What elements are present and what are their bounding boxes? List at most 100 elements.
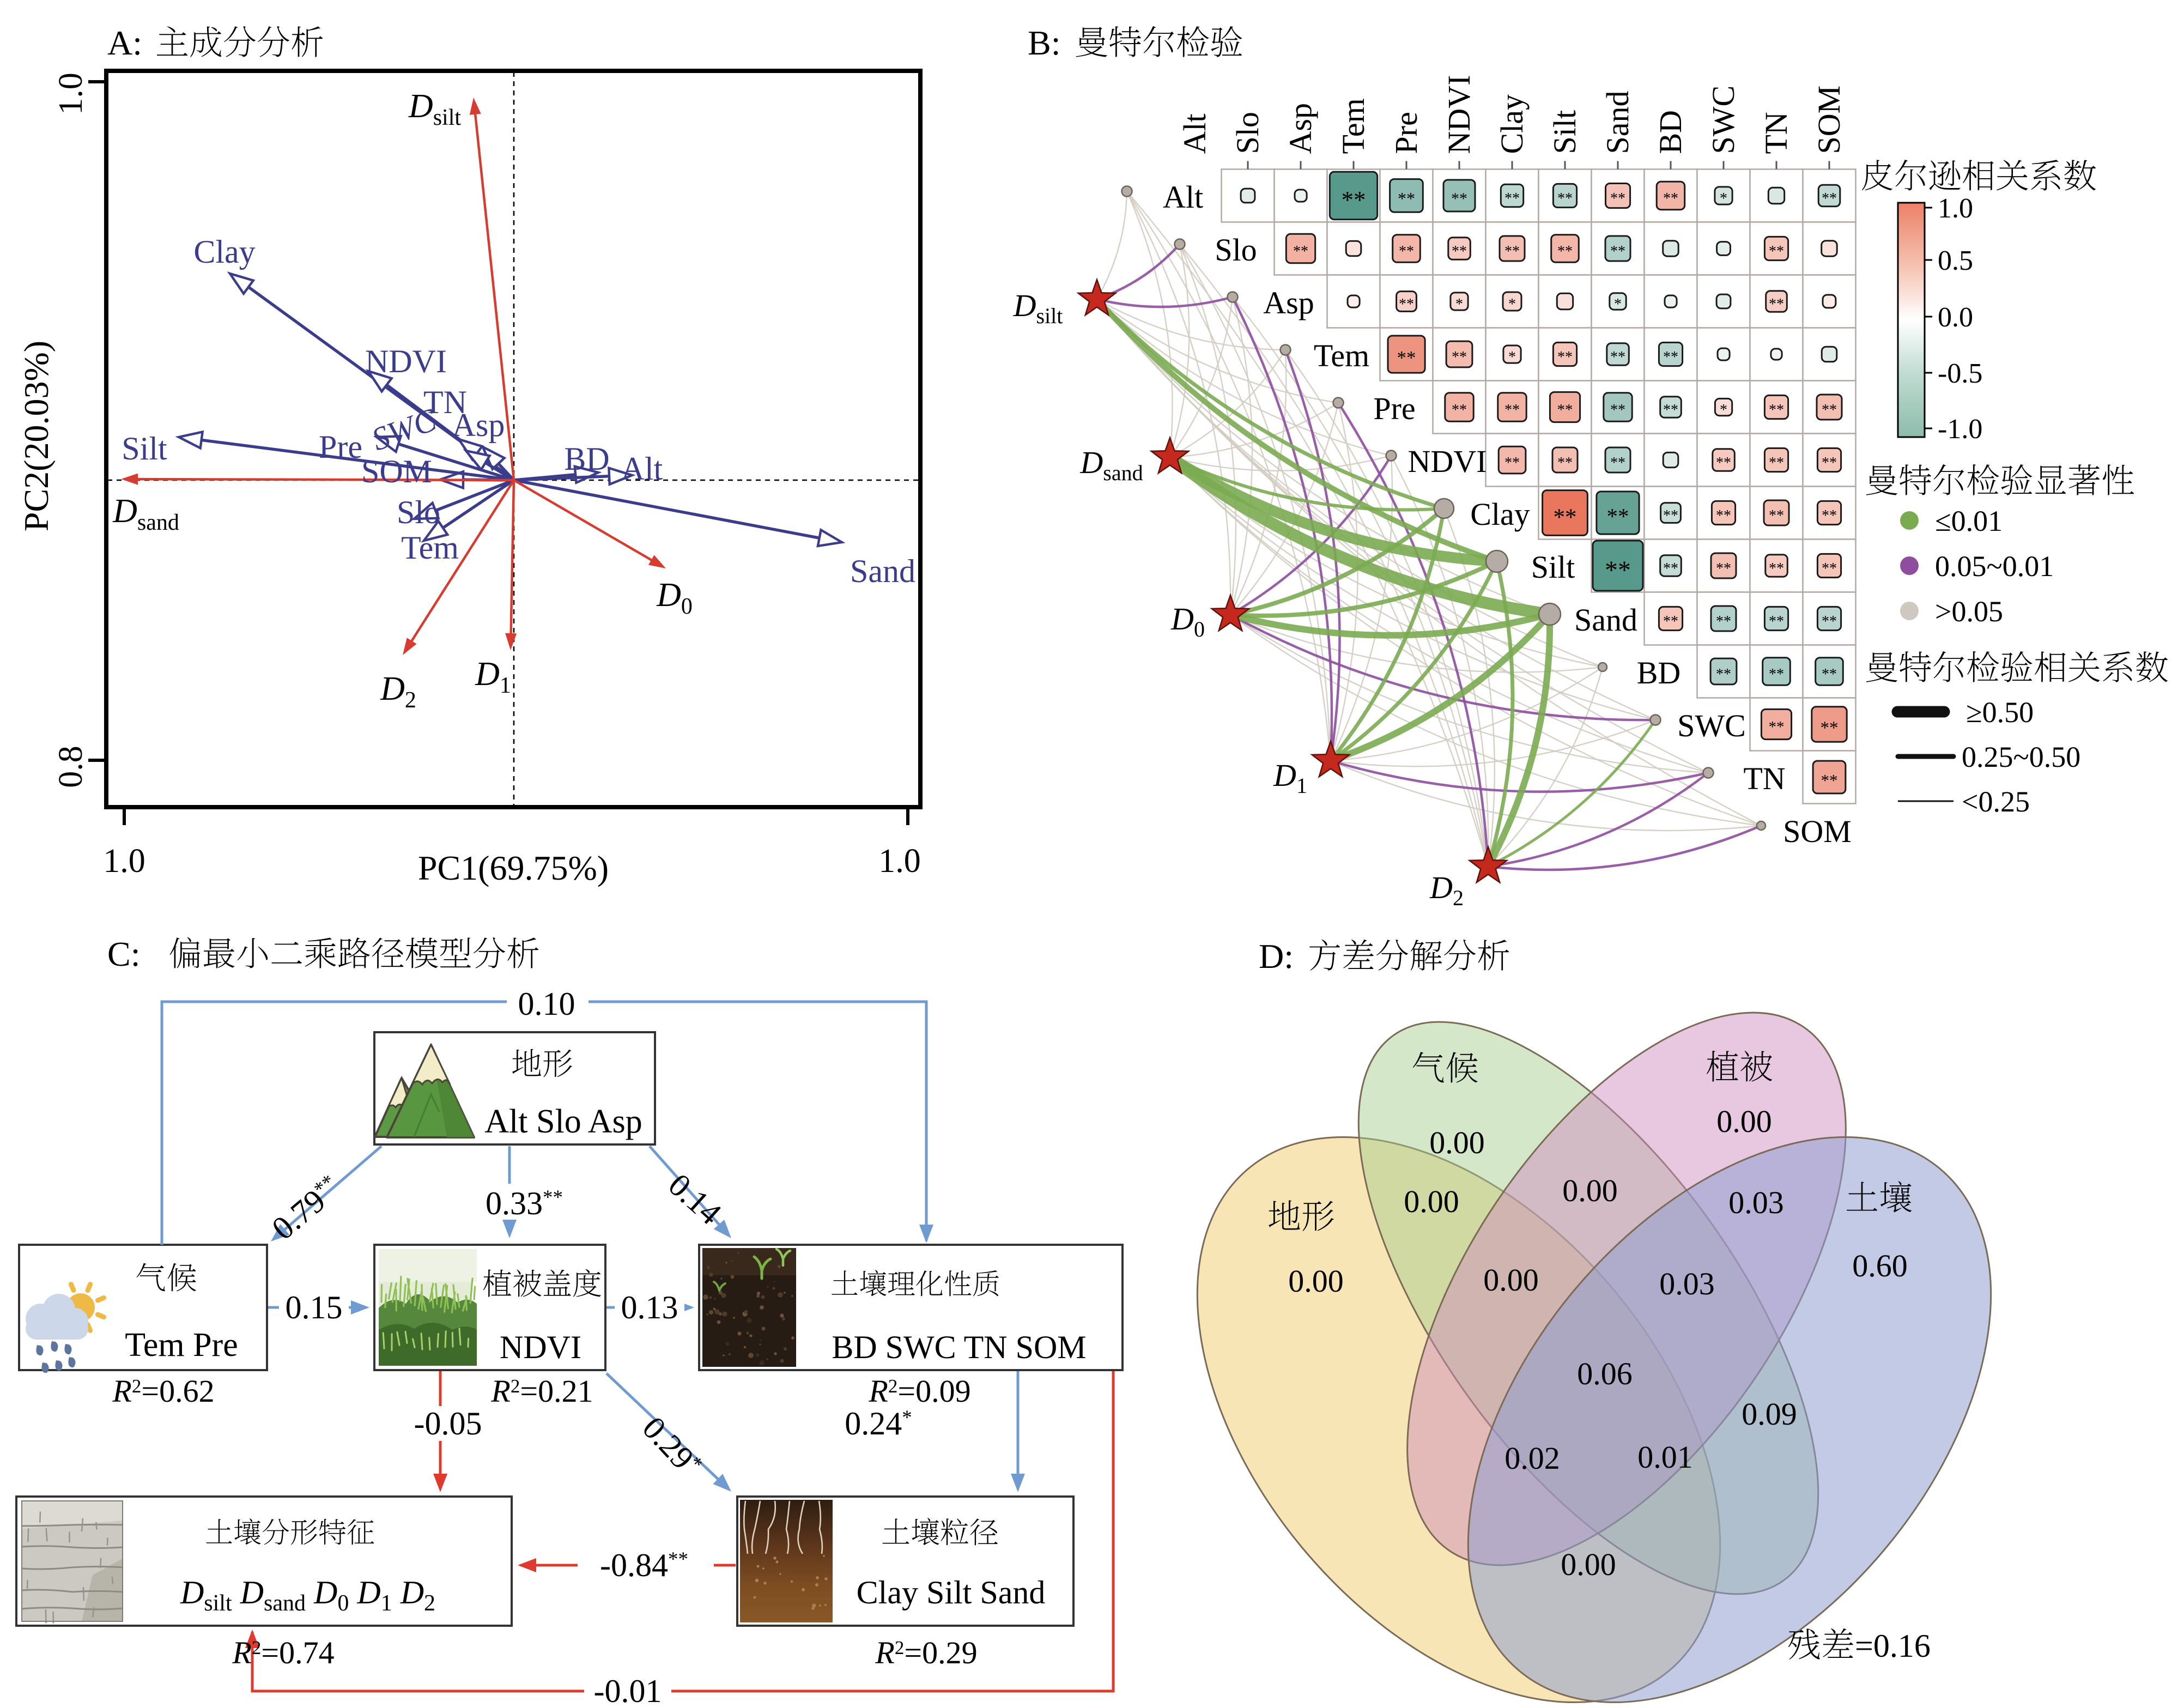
svg-text:*: * — [1455, 296, 1463, 313]
svg-text:**: ** — [1769, 243, 1784, 260]
svg-text:*: * — [1508, 349, 1516, 366]
svg-text:**: ** — [1557, 455, 1573, 471]
svg-text:**: ** — [1663, 613, 1678, 630]
svg-text:**: ** — [1557, 190, 1573, 207]
svg-text:-1.0: -1.0 — [1938, 414, 1982, 445]
svg-text:**: ** — [1716, 507, 1731, 524]
svg-text:Slo: Slo — [1215, 232, 1257, 268]
svg-text:Asp: Asp — [1283, 103, 1318, 154]
svg-text:Clay: Clay — [1470, 496, 1530, 532]
svg-text:D1: D1 — [1273, 758, 1307, 798]
svg-text:*: * — [1614, 296, 1622, 313]
svg-text:**: ** — [1607, 504, 1629, 529]
svg-text:**: ** — [1821, 718, 1839, 738]
svg-text:SOM: SOM — [1783, 814, 1852, 849]
svg-text:**: ** — [1716, 613, 1731, 630]
svg-text:R2=0.09: R2=0.09 — [868, 1373, 970, 1409]
svg-text:**: ** — [1293, 243, 1308, 260]
svg-text:Dsand: Dsand — [112, 493, 179, 535]
svg-text:**: ** — [1769, 666, 1784, 683]
svg-text:**: ** — [1769, 455, 1784, 471]
svg-text:≥0.50: ≥0.50 — [1966, 696, 2034, 729]
svg-text:**: ** — [1716, 455, 1731, 471]
svg-text:**: ** — [1610, 455, 1625, 471]
svg-text:Alt: Alt — [1177, 113, 1212, 154]
svg-text:0.00: 0.00 — [1404, 1184, 1459, 1219]
svg-text:0.15: 0.15 — [286, 1289, 343, 1325]
svg-text:0.60: 0.60 — [1852, 1248, 1908, 1283]
svg-text:Silt: Silt — [1547, 110, 1582, 154]
svg-text:**: ** — [1822, 613, 1837, 630]
svg-text:TN: TN — [423, 384, 467, 420]
svg-text:Tem: Tem — [401, 530, 459, 566]
svg-text:TN: TN — [1743, 761, 1785, 796]
svg-text:D2: D2 — [1429, 870, 1464, 910]
svg-text:**: ** — [1663, 402, 1678, 419]
svg-text:BD SWC TN SOM: BD SWC TN SOM — [832, 1329, 1086, 1365]
svg-text:**: ** — [1822, 190, 1837, 207]
svg-text:PC2(20.03%): PC2(20.03%) — [17, 341, 56, 531]
svg-text:**: ** — [1663, 560, 1678, 577]
svg-text:**: ** — [1504, 402, 1520, 419]
svg-text:Clay: Clay — [1494, 94, 1530, 154]
svg-text:0.00: 0.00 — [1483, 1262, 1539, 1298]
svg-text:0.10: 0.10 — [518, 986, 575, 1022]
svg-text:**: ** — [1822, 455, 1837, 471]
svg-text:D0: D0 — [656, 577, 693, 619]
svg-text:0.25~0.50: 0.25~0.50 — [1962, 741, 2080, 773]
svg-text:0.03: 0.03 — [1659, 1266, 1715, 1301]
svg-text:**: ** — [1769, 507, 1784, 524]
svg-text:*: * — [1720, 190, 1727, 207]
svg-text:**: ** — [1716, 666, 1731, 683]
svg-text:**: ** — [1663, 507, 1678, 524]
svg-text:Clay Silt Sand: Clay Silt Sand — [857, 1574, 1046, 1610]
svg-text:**: ** — [1398, 189, 1415, 208]
svg-text:0.24*: 0.24* — [845, 1406, 912, 1441]
svg-text:SOM: SOM — [361, 453, 432, 489]
svg-text:**: ** — [1554, 505, 1577, 530]
svg-text:Pre: Pre — [1373, 391, 1415, 426]
svg-text:PC1(69.75%): PC1(69.75%) — [418, 849, 609, 887]
svg-text:**: ** — [1557, 401, 1573, 419]
svg-text:Alt: Alt — [621, 451, 663, 487]
svg-text:0.09: 0.09 — [1742, 1396, 1797, 1432]
svg-text:**: ** — [1769, 613, 1784, 630]
svg-text:Dsilt: Dsilt — [1013, 288, 1063, 328]
svg-text:**: ** — [1557, 243, 1573, 260]
svg-text:Slo: Slo — [1230, 112, 1265, 154]
svg-text:0.01: 0.01 — [1637, 1439, 1693, 1475]
svg-text:Alt: Alt — [1163, 179, 1203, 215]
svg-text:**: ** — [1452, 243, 1467, 260]
svg-text:BD: BD — [564, 441, 609, 477]
svg-text:**: ** — [1663, 349, 1678, 366]
svg-text:**: ** — [1452, 402, 1467, 419]
svg-text:**: ** — [1821, 771, 1838, 790]
svg-text:**: ** — [1822, 507, 1837, 524]
svg-text:1.0: 1.0 — [52, 72, 89, 115]
svg-text:-0.5: -0.5 — [1938, 358, 1982, 389]
svg-text:1.0: 1.0 — [1938, 193, 1973, 224]
svg-text:SWC: SWC — [367, 401, 441, 457]
svg-text:Tem: Tem — [1336, 98, 1371, 154]
svg-text:0.06: 0.06 — [1577, 1356, 1633, 1391]
svg-text:Dsilt Dsand D0 D1 D2: Dsilt Dsand D0 D1 D2 — [180, 1574, 435, 1616]
svg-text:-0.84**: -0.84** — [600, 1547, 688, 1583]
svg-text:Tem: Tem — [1314, 338, 1369, 373]
svg-text:0.8: 0.8 — [52, 746, 89, 788]
svg-text:**: ** — [1397, 347, 1416, 368]
svg-text:NDVI: NDVI — [1441, 75, 1477, 154]
svg-text:NDVI: NDVI — [1408, 444, 1487, 479]
svg-text:Silt: Silt — [1531, 549, 1575, 585]
svg-text:Clay: Clay — [193, 234, 255, 270]
svg-text:Sand: Sand — [1600, 91, 1635, 154]
svg-text:BD: BD — [1637, 655, 1681, 691]
svg-text:A:: A: — [107, 23, 142, 62]
svg-text:**: ** — [1399, 243, 1414, 260]
svg-text:**: ** — [1504, 455, 1520, 471]
svg-text:0.00: 0.00 — [1562, 1173, 1618, 1208]
svg-text:0.00: 0.00 — [1561, 1547, 1616, 1582]
svg-text:-0.05: -0.05 — [414, 1406, 482, 1441]
svg-text:Tem Pre: Tem Pre — [125, 1327, 238, 1364]
svg-text:SWC: SWC — [1706, 86, 1741, 154]
svg-text:D2: D2 — [380, 670, 416, 713]
